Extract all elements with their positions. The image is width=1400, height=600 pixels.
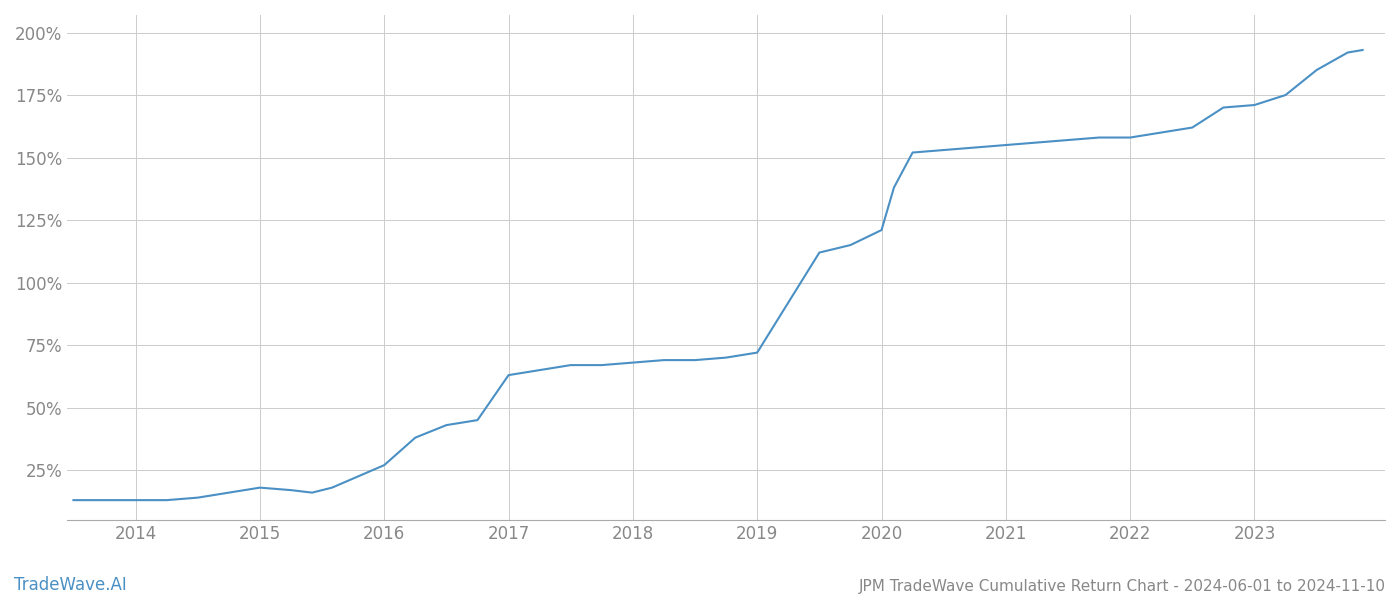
Text: TradeWave.AI: TradeWave.AI [14,576,127,594]
Text: JPM TradeWave Cumulative Return Chart - 2024-06-01 to 2024-11-10: JPM TradeWave Cumulative Return Chart - … [860,579,1386,594]
